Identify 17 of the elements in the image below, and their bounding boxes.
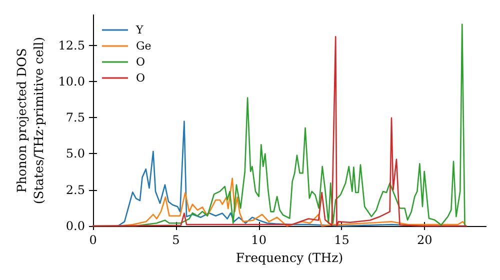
x-tick-label: 5 — [172, 233, 180, 247]
legend-label: Y — [135, 24, 144, 36]
x-tick-label: 20 — [417, 233, 432, 247]
y-tick-label: 5.0 — [66, 146, 85, 161]
y-tick-label: 2.5 — [66, 182, 85, 197]
x-tick-label: 15 — [334, 233, 350, 247]
legend-label: Ge — [136, 40, 152, 52]
y-tick-label: 7.5 — [66, 110, 85, 125]
y-tick-label: 0.0 — [66, 219, 85, 233]
x-axis-title: Frequency (THz) — [236, 250, 344, 265]
x-tick-label: 10 — [251, 233, 266, 247]
x-tick-label: 0 — [89, 233, 97, 247]
legend-label: O — [136, 56, 146, 68]
legend-label: O — [136, 72, 146, 84]
y-axis-title: Phonon projected DOS (States/THz·primitive cell) — [14, 36, 46, 204]
y-tick-label: 12.5 — [58, 38, 85, 52]
y-tick-label: 10.0 — [58, 74, 85, 88]
